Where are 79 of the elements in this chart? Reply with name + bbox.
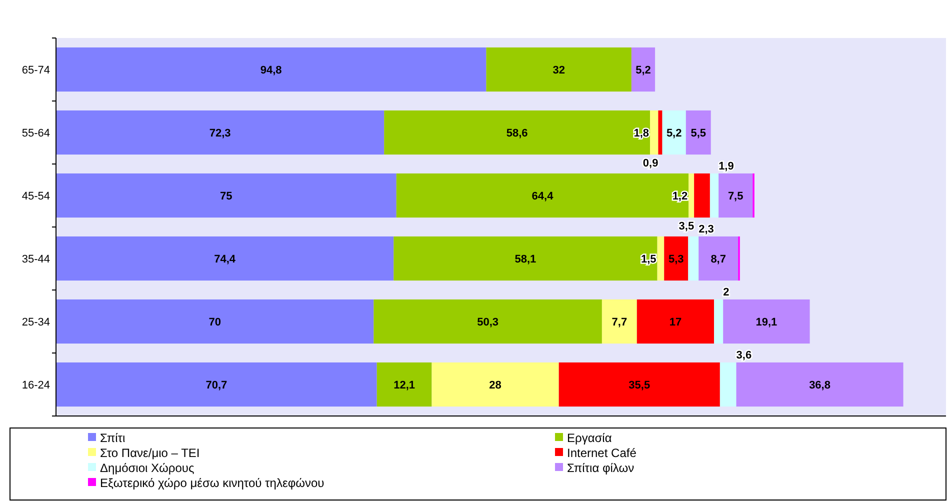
data-label: 3,6 (736, 349, 752, 362)
bar (384, 110, 650, 155)
bar (698, 236, 738, 281)
data-label: 1,5 (641, 253, 656, 266)
legend-label: Στο Πανε/μιο – ΤΕΙ (100, 446, 200, 460)
bar (686, 110, 711, 155)
data-label: 19,1 (756, 316, 778, 328)
y-tick-label: 55-64 (22, 127, 50, 140)
legend-label: Εργασία (567, 431, 612, 446)
bar (56, 47, 486, 92)
bar (664, 236, 688, 281)
data-label: 74,4 (214, 253, 236, 266)
bar (710, 173, 719, 218)
data-label: 2 (723, 286, 730, 298)
legend-label: Σπίτι (100, 431, 126, 446)
bar (486, 47, 632, 92)
data-label: 12,1 (394, 379, 416, 392)
bar (657, 236, 664, 281)
bar (374, 299, 602, 344)
bar (396, 173, 689, 218)
data-label: 64,4 (532, 190, 554, 202)
data-label: 35,5 (628, 379, 650, 392)
data-label: 36,8 (809, 379, 830, 392)
data-label: 5,2 (666, 127, 682, 140)
data-label: 5,5 (690, 127, 706, 140)
data-label: 70,7 (206, 379, 228, 392)
bar (56, 236, 394, 281)
legend-label: Σπίτια φίλων (567, 461, 634, 476)
data-label: 58,6 (506, 127, 528, 140)
data-label: 50,3 (477, 316, 499, 328)
bar (720, 362, 736, 407)
bar (636, 299, 714, 344)
data-label: 1,9 (718, 160, 734, 172)
bar (723, 299, 810, 344)
bar (631, 47, 656, 92)
data-label: 1,8 (634, 127, 650, 140)
data-label: 17 (669, 316, 682, 328)
data-label: 0,9 (642, 157, 658, 170)
bar (56, 299, 374, 344)
data-label: 7,5 (728, 190, 744, 202)
data-label: 3,5 (678, 220, 694, 232)
legend-label: Internet Café (567, 446, 637, 460)
data-label: 2,3 (698, 223, 714, 236)
legend-label: Εξωτερικό χώρο μέσω κινητού τηλεφώνου (100, 476, 324, 490)
data-label: 58,1 (514, 253, 536, 266)
legend-label: Δημόσιοι Χώρους (100, 461, 194, 476)
y-tick-label: 25-34 (22, 316, 50, 328)
bar (376, 362, 432, 407)
data-label: 1,2 (672, 190, 688, 202)
bar (56, 362, 377, 407)
bar (658, 110, 662, 155)
data-label: 8,7 (710, 253, 726, 266)
y-tick-label: 16-24 (22, 379, 50, 392)
y-tick-label: 65-74 (22, 64, 50, 76)
bar (688, 173, 694, 218)
bar (662, 110, 686, 155)
bar (56, 173, 396, 218)
bar (736, 362, 904, 407)
bar (688, 236, 699, 281)
bar (694, 173, 710, 218)
y-tick-label: 35-44 (22, 253, 50, 266)
bar (718, 173, 753, 218)
data-label: 28 (489, 379, 502, 392)
bar (714, 299, 724, 344)
y-tick-label: 45-54 (22, 190, 50, 202)
data-label: 7,7 (612, 316, 628, 328)
data-label: 32 (552, 64, 565, 76)
data-label: 75 (220, 190, 232, 202)
bar (602, 299, 637, 344)
data-label: 70 (208, 316, 221, 328)
data-label: 94,8 (260, 64, 282, 76)
data-label: 72,3 (209, 127, 231, 140)
bar (394, 236, 658, 281)
data-label: 5,2 (636, 64, 651, 76)
data-label: 5,3 (668, 253, 684, 266)
bar (558, 362, 720, 407)
bar (56, 110, 384, 155)
bar (432, 362, 559, 407)
bar (650, 110, 658, 155)
